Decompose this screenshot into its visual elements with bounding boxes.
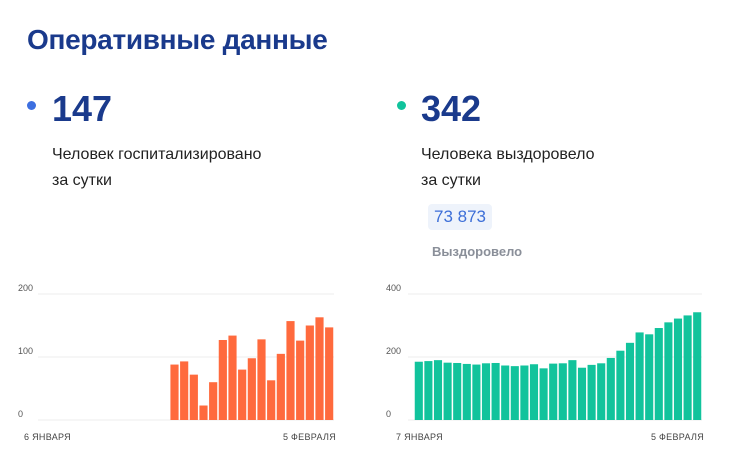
chart2-bar <box>693 312 702 420</box>
chart1-bar <box>267 380 276 420</box>
chart1-bar <box>325 327 334 420</box>
chart2-bar <box>510 366 519 420</box>
chart1-bar <box>189 374 198 420</box>
chart1-bar <box>247 358 256 420</box>
chart2-bar <box>424 361 433 420</box>
chart2-bar <box>520 365 529 420</box>
chart1-bar <box>218 339 227 420</box>
recovered-value: 342 <box>421 88 482 129</box>
chart1-bar <box>296 340 305 420</box>
chart2-bar <box>597 363 606 420</box>
chart2-x-end-label: 5 ФЕВРАЛЯ <box>651 432 704 442</box>
chart2-bar <box>558 363 567 420</box>
chart2-bar <box>645 334 654 420</box>
chart1-bar <box>180 361 189 420</box>
chart2-bar <box>539 368 548 420</box>
chart2-bar <box>577 367 587 420</box>
chart2-bar <box>664 322 673 420</box>
recovered-label-line1: Человека выздоровело <box>421 146 595 163</box>
chart2-bar <box>453 362 462 420</box>
recovered-bar-chart: 0 200 400 7 ЯНВАРЯ 5 ФЕВРАЛЯ <box>386 283 704 442</box>
chart2-y-tick-label: 400 <box>386 283 401 293</box>
chart2-bar <box>549 363 558 420</box>
chart1-bar <box>228 335 237 420</box>
page-title: Оперативные данные <box>27 24 328 55</box>
chart2-bar <box>606 357 615 420</box>
chart1-bar <box>238 369 247 420</box>
recovered-label: Человека выздоровело за сутки <box>421 142 681 194</box>
chart1-bar <box>170 364 179 420</box>
chart2-bar <box>568 360 577 420</box>
chart1-bar <box>276 353 285 420</box>
chart1-y-tick-label: 200 <box>18 283 33 293</box>
chart2-bar <box>616 350 625 420</box>
recovered-dot <box>397 101 406 110</box>
chart1-y-tick-label: 100 <box>18 346 33 356</box>
hospitalized-label-line1: Человек госпитализировано <box>52 146 262 163</box>
recovered-label-line2: за сутки <box>421 172 481 189</box>
chart2-bar <box>414 361 423 420</box>
chart2-y-tick-label: 0 <box>386 409 391 419</box>
chart1-bar <box>315 317 324 420</box>
recovered-total-badge: 73 873 <box>428 204 492 230</box>
hospitalized-value: 147 <box>52 88 113 129</box>
chart1-bar <box>305 325 314 420</box>
chart2-bar <box>433 360 443 420</box>
chart2-bar <box>673 318 683 420</box>
hospitalized-label: Человек госпитализировано за сутки <box>52 142 312 194</box>
chart2-bar <box>654 328 663 420</box>
chart2-bar <box>635 332 644 420</box>
chart2-bar <box>625 342 635 420</box>
chart2-bar <box>472 364 481 420</box>
chart2-bar <box>587 364 596 420</box>
chart1-bar <box>199 405 208 420</box>
chart2-bar <box>481 363 491 420</box>
hospitalized-label-line2: за сутки <box>52 172 112 189</box>
chart2-bar <box>529 364 539 420</box>
recovered-total-label: Выздоровело <box>432 244 523 259</box>
chart1-x-end-label: 5 ФЕВРАЛЯ <box>283 432 336 442</box>
hospitalized-dot <box>27 101 36 110</box>
chart2-bar <box>443 362 452 420</box>
chart1-y-tick-label: 0 <box>18 409 23 419</box>
chart1-x-start-label: 6 ЯНВАРЯ <box>24 432 71 442</box>
chart1-bar <box>257 339 266 420</box>
chart1-bar <box>209 382 218 420</box>
chart2-y-tick-label: 200 <box>386 346 401 356</box>
hospitalized-bar-chart: 0 100 200 6 ЯНВАРЯ 5 ФЕВРАЛЯ <box>18 283 336 442</box>
chart2-x-start-label: 7 ЯНВАРЯ <box>396 432 443 442</box>
chart1-bar <box>286 321 295 420</box>
chart2-bar <box>491 362 500 420</box>
chart2-bar <box>683 315 692 420</box>
chart2-bar <box>462 363 471 420</box>
chart2-bar <box>501 365 510 420</box>
